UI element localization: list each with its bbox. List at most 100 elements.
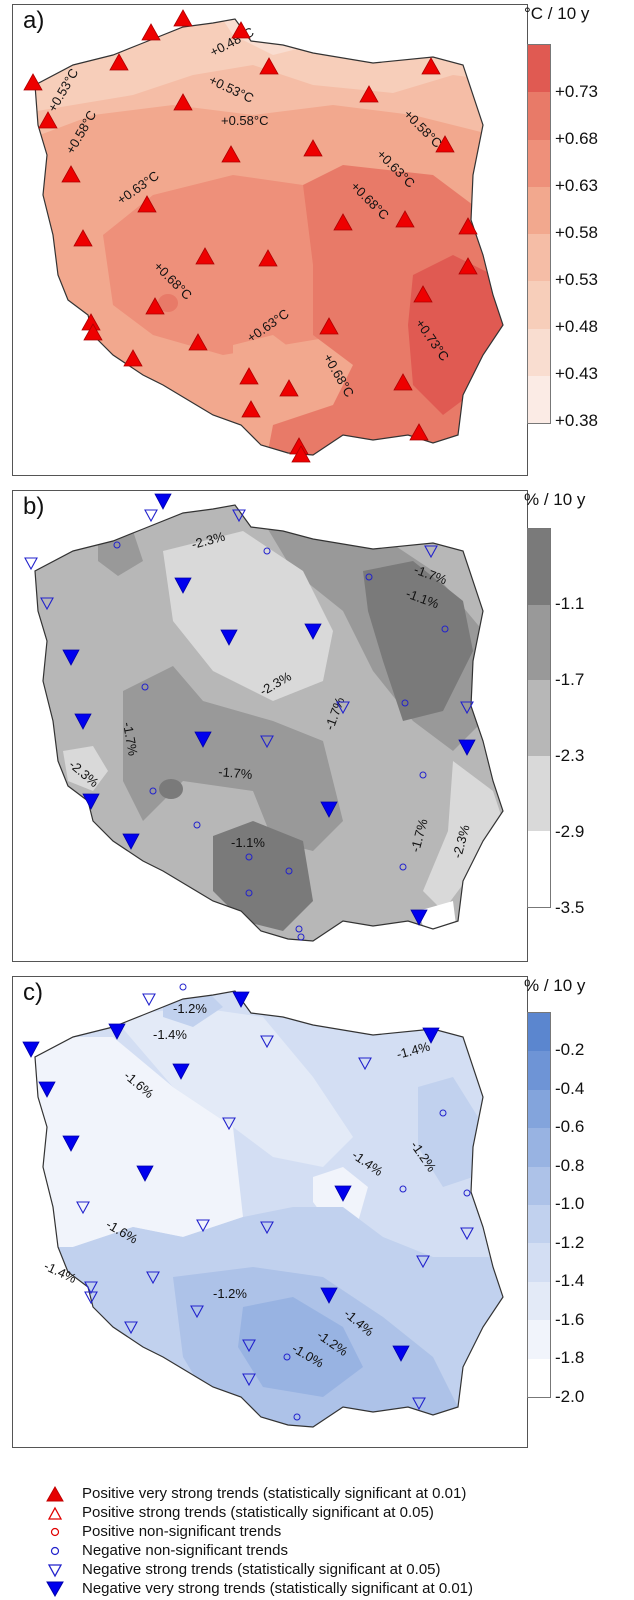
stations-a bbox=[23, 9, 478, 463]
colorbar-tick-label: -2.3 bbox=[555, 746, 585, 765]
open-red-up-triangle-icon bbox=[40, 1505, 70, 1521]
legend-label: Positive strong trends (statistically si… bbox=[82, 1504, 434, 1521]
negative-strong-marker bbox=[232, 509, 246, 523]
positive-very-strong-marker bbox=[221, 145, 241, 163]
colorbar-tick-label: -0.8 bbox=[555, 1155, 585, 1175]
negative-non-significant-marker bbox=[293, 1413, 301, 1421]
panel-b: -2.3% -1.7% -1.1% -2.3% -1.7% -1.7% -2.3… bbox=[12, 490, 528, 962]
contour-label: -1.1% bbox=[231, 835, 265, 850]
negative-very-strong-marker bbox=[392, 1345, 410, 1362]
colorbar-segment bbox=[528, 680, 550, 756]
negative-very-strong-marker bbox=[458, 739, 476, 756]
negative-non-significant-marker bbox=[439, 1109, 447, 1117]
negative-strong-marker bbox=[260, 1035, 274, 1049]
negative-very-strong-marker bbox=[74, 713, 92, 730]
negative-non-significant-marker bbox=[419, 771, 427, 779]
negative-strong-marker bbox=[242, 1339, 256, 1353]
open-red-circle-icon bbox=[40, 1524, 70, 1540]
negative-very-strong-marker bbox=[194, 731, 212, 748]
negative-non-significant-marker bbox=[283, 1353, 291, 1361]
positive-very-strong-marker bbox=[279, 379, 299, 397]
colorbar-segment bbox=[528, 92, 550, 140]
colorbar-tick-label: +0.68 bbox=[555, 129, 599, 148]
negative-non-significant-marker bbox=[295, 925, 303, 933]
positive-very-strong-marker bbox=[395, 210, 415, 228]
panel-label: c) bbox=[23, 979, 43, 1006]
negative-strong-marker bbox=[190, 1305, 204, 1319]
legend-label: Positive non-significant trends bbox=[82, 1523, 282, 1540]
stations-b bbox=[24, 493, 476, 941]
colorbar-title: °C / 10 y bbox=[524, 4, 590, 23]
negative-non-significant-marker bbox=[399, 863, 407, 871]
negative-very-strong-marker bbox=[22, 1041, 40, 1058]
colorbar-tick-label: -0.2 bbox=[555, 1040, 585, 1059]
legend-item: Positive strong trends (statistically si… bbox=[40, 1503, 630, 1522]
colorbar-segment bbox=[528, 1166, 550, 1205]
negative-very-strong-marker bbox=[320, 801, 338, 818]
contour-label: -1.2% bbox=[213, 1286, 247, 1301]
positive-very-strong-marker bbox=[435, 135, 455, 153]
positive-very-strong-marker bbox=[259, 57, 279, 75]
colorbar-segment bbox=[528, 45, 550, 93]
negative-non-significant-marker bbox=[263, 547, 271, 555]
colorbar-segment bbox=[528, 375, 550, 423]
negative-non-significant-marker bbox=[245, 889, 253, 897]
contour-label: -1.7% bbox=[120, 721, 141, 757]
negative-strong-marker bbox=[84, 1281, 98, 1295]
positive-very-strong-marker bbox=[145, 297, 165, 315]
colorbar-segment bbox=[528, 1013, 550, 1052]
contour-label: -1.4% bbox=[153, 1027, 187, 1042]
negative-very-strong-marker bbox=[62, 1135, 80, 1152]
positive-very-strong-marker bbox=[458, 257, 478, 275]
negative-strong-marker bbox=[222, 1117, 236, 1131]
negative-non-significant-marker bbox=[297, 933, 305, 941]
positive-very-strong-marker bbox=[137, 195, 157, 213]
colorbar-segment bbox=[528, 755, 550, 832]
negative-non-significant-marker bbox=[193, 821, 201, 829]
colorbar-segment bbox=[528, 1051, 550, 1090]
negative-strong-marker bbox=[196, 1219, 210, 1233]
negative-very-strong-marker bbox=[320, 1287, 338, 1304]
negative-non-significant-marker bbox=[365, 573, 373, 581]
colorbar-tick-label: -1.1 bbox=[555, 594, 585, 613]
colorbar-segment bbox=[528, 1281, 550, 1321]
legend-item: Negative non-significant trends bbox=[40, 1541, 630, 1560]
negative-strong-marker bbox=[336, 701, 350, 715]
colorbar-tick-label: -3.5 bbox=[555, 898, 585, 917]
negative-strong-marker bbox=[142, 993, 156, 1007]
colorbar-tick-label: -1.7 bbox=[555, 670, 585, 689]
negative-strong-marker bbox=[416, 1255, 430, 1269]
open-blue-circle-icon bbox=[40, 1543, 70, 1559]
colorbar-segment bbox=[528, 1128, 550, 1167]
negative-very-strong-marker bbox=[122, 833, 140, 850]
legend: Positive very strong trends (statistical… bbox=[40, 1484, 630, 1598]
negative-non-significant-marker bbox=[441, 625, 449, 633]
positive-very-strong-marker bbox=[333, 213, 353, 231]
negative-very-strong-marker bbox=[334, 1185, 352, 1202]
colorbar-segment bbox=[528, 328, 550, 376]
negative-non-significant-marker bbox=[463, 1189, 471, 1197]
negative-strong-marker bbox=[260, 735, 274, 749]
positive-very-strong-marker bbox=[73, 229, 93, 247]
legend-item: Negative strong trends (statistically si… bbox=[40, 1560, 630, 1579]
positive-very-strong-marker bbox=[231, 21, 251, 39]
map-c: -1.2% -1.4% -1.6% -1.4% -1.4% -1.2% -1.6… bbox=[22, 983, 504, 1428]
filled-red-up-triangle-icon bbox=[40, 1485, 70, 1502]
colorbar-tick-label: -0.6 bbox=[555, 1117, 585, 1136]
negative-very-strong-marker bbox=[422, 1027, 440, 1044]
colorbar-title: % / 10 y bbox=[524, 490, 586, 509]
positive-very-strong-marker bbox=[38, 111, 58, 129]
positive-very-strong-marker bbox=[409, 423, 429, 441]
colorbar-tick-label: -1.0 bbox=[555, 1194, 585, 1213]
colorbar-tick-label: -1.6 bbox=[555, 1309, 585, 1329]
legend-label: Negative strong trends (statistically si… bbox=[82, 1561, 441, 1578]
colorbar-tick-label: -0.4 bbox=[555, 1078, 585, 1098]
positive-very-strong-marker bbox=[61, 165, 81, 183]
negative-very-strong-marker bbox=[232, 991, 250, 1008]
negative-strong-marker bbox=[242, 1373, 256, 1387]
negative-strong-marker bbox=[76, 1201, 90, 1215]
colorbar-segment bbox=[528, 1320, 550, 1359]
colorbar-tick-label: +0.38 bbox=[555, 411, 599, 430]
panel-a: +0.48°C +0.53°C +0.53°C +0.58°C +0.58°C … bbox=[12, 4, 528, 476]
map-a: +0.48°C +0.53°C +0.53°C +0.58°C +0.58°C … bbox=[23, 9, 504, 463]
